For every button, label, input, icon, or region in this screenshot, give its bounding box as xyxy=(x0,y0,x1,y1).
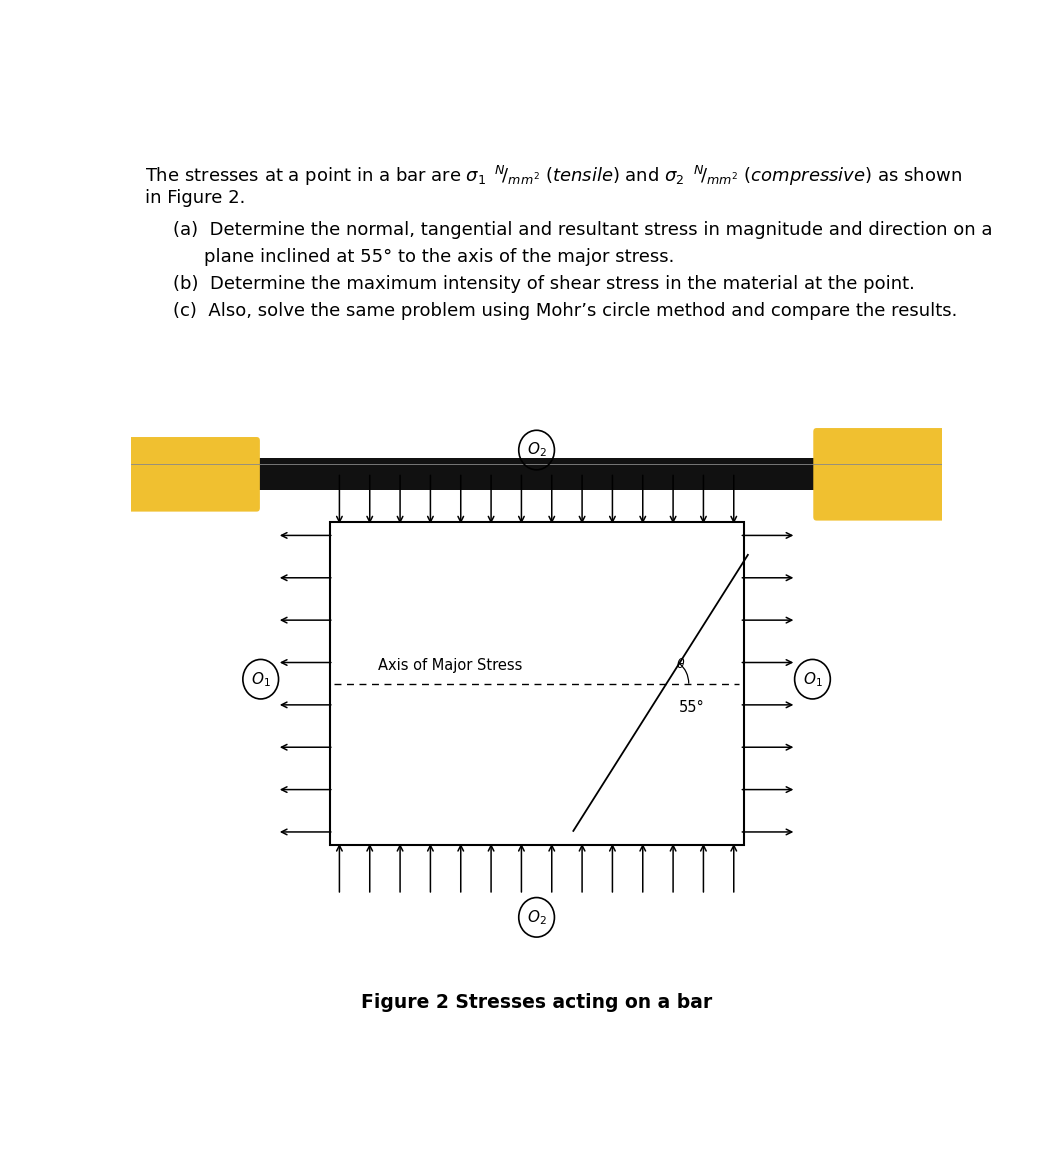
Text: Axis of Major Stress: Axis of Major Stress xyxy=(378,658,522,673)
Text: Figure 2 Stresses acting on a bar: Figure 2 Stresses acting on a bar xyxy=(361,993,712,1012)
Bar xyxy=(330,522,743,845)
Text: $\theta$: $\theta$ xyxy=(676,657,686,671)
FancyBboxPatch shape xyxy=(128,436,260,511)
Text: $\mathit{O}_{2}$: $\mathit{O}_{2}$ xyxy=(527,441,547,460)
Text: in Figure 2.: in Figure 2. xyxy=(146,189,246,207)
FancyBboxPatch shape xyxy=(814,428,945,520)
Text: $\mathit{O}_{1}$: $\mathit{O}_{1}$ xyxy=(803,670,822,689)
Bar xyxy=(131,459,942,490)
Text: (c)  Also, solve the same problem using Mohr’s circle method and compare the res: (c) Also, solve the same problem using M… xyxy=(173,302,957,320)
Text: (a)  Determine the normal, tangential and resultant stress in magnitude and dire: (a) Determine the normal, tangential and… xyxy=(173,221,993,239)
Text: (b)  Determine the maximum intensity of shear stress in the material at the poin: (b) Determine the maximum intensity of s… xyxy=(173,274,915,293)
Text: $\mathit{O}_{2}$: $\mathit{O}_{2}$ xyxy=(527,908,547,927)
Text: plane inclined at 55° to the axis of the major stress.: plane inclined at 55° to the axis of the… xyxy=(204,247,674,266)
Text: $\mathit{O}_{1}$: $\mathit{O}_{1}$ xyxy=(251,670,270,689)
Text: The stresses at a point in a bar are $\sigma_1$ $\,^N\!/_{mm^2}$ $(tensile)$ and: The stresses at a point in a bar are $\s… xyxy=(146,163,962,188)
Text: 55°: 55° xyxy=(678,700,705,715)
